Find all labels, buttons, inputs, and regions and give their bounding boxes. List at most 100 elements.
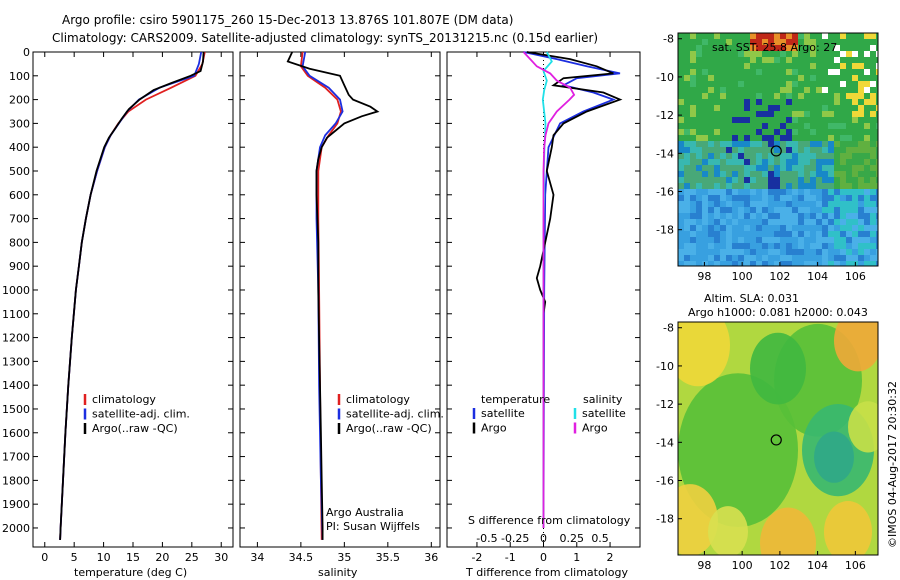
sst-cell (684, 195, 690, 201)
sst-cell (774, 165, 780, 171)
sst-cell (768, 105, 774, 111)
sst-cell (684, 51, 690, 57)
sst-cell (822, 129, 828, 135)
map-y-tick-label: -14 (656, 436, 674, 449)
sst-cell (702, 177, 708, 183)
sst-cell (780, 81, 786, 87)
sst-cell (738, 219, 744, 225)
sst-cell (720, 129, 726, 135)
sst-cell (864, 123, 870, 129)
sst-cell (720, 171, 726, 177)
sst-cell (840, 111, 846, 117)
sst-cell (690, 171, 696, 177)
sst-cell (786, 195, 792, 201)
sst-cell (708, 57, 714, 63)
legend-header-temperature: temperature (481, 393, 550, 406)
sst-cell (852, 243, 858, 249)
sst-cell (852, 183, 858, 189)
sst-cell (816, 87, 822, 93)
sst-cell (804, 201, 810, 207)
sst-cell (690, 33, 696, 39)
sst-cell (780, 93, 786, 99)
sst-cell (750, 123, 756, 129)
sst-cell (690, 195, 696, 201)
sst-cell (750, 171, 756, 177)
sst-cell (696, 63, 702, 69)
sst-cell (870, 63, 876, 69)
sst-cell (834, 135, 840, 141)
sla-blob (678, 484, 718, 555)
sst-cell (864, 87, 870, 93)
sst-cell (846, 261, 852, 266)
sst-cell (690, 111, 696, 117)
sst-cell (864, 33, 870, 39)
sst-cell (792, 183, 798, 189)
sst-cell (816, 219, 822, 225)
sst-cell (732, 129, 738, 135)
sst-cell (744, 111, 750, 117)
sst-cell (822, 255, 828, 261)
sst-cell (702, 153, 708, 159)
sst-cell (780, 33, 786, 39)
sst-cell (744, 177, 750, 183)
sst-cell (792, 105, 798, 111)
sst-cell (726, 261, 732, 266)
sst-cell (858, 183, 864, 189)
sst-cell (846, 237, 852, 243)
sst-cell (750, 183, 756, 189)
sst-cell (678, 33, 684, 39)
sst-cell (804, 93, 810, 99)
sst-cell (828, 201, 834, 207)
sst-cell (726, 123, 732, 129)
sst-cell (768, 99, 774, 105)
sst-cell (798, 123, 804, 129)
sst-cell (798, 117, 804, 123)
sst-cell (852, 207, 858, 213)
sst-cell (864, 57, 870, 63)
sst-cell (864, 261, 870, 266)
sst-cell (750, 51, 756, 57)
sst-cell (864, 129, 870, 135)
sst-cell (738, 159, 744, 165)
sst-cell (870, 123, 876, 129)
sst-cell (684, 129, 690, 135)
sst-cell (678, 159, 684, 165)
sst-cell (858, 165, 864, 171)
sst-cell (846, 189, 852, 195)
sst-cell (846, 201, 852, 207)
sst-cell (792, 171, 798, 177)
sst-cell (864, 147, 870, 153)
sst-cell (768, 69, 774, 75)
sst-cell (750, 177, 756, 183)
sst-cell (732, 57, 738, 63)
sst-cell (780, 87, 786, 93)
sst-cell (804, 87, 810, 93)
y-tick-label: 700 (9, 213, 30, 226)
sst-cell (822, 159, 828, 165)
sst-cell (810, 231, 816, 237)
sst-cell (702, 135, 708, 141)
sst-cell (684, 135, 690, 141)
sst-cell (714, 141, 720, 147)
sst-cell (810, 165, 816, 171)
sst-cell (696, 159, 702, 165)
sst-cell (768, 153, 774, 159)
sst-cell (870, 69, 876, 75)
sst-cell (726, 219, 732, 225)
sst-cell (720, 81, 726, 87)
sst-cell (714, 171, 720, 177)
sst-cell (732, 159, 738, 165)
sst-cell (834, 153, 840, 159)
sst-cell (774, 255, 780, 261)
sst-cell (792, 237, 798, 243)
sst-cell (786, 99, 792, 105)
sst-cell (756, 177, 762, 183)
sst-cell (804, 81, 810, 87)
sst-cell (816, 243, 822, 249)
sst-cell (756, 129, 762, 135)
sst-cell (750, 99, 756, 105)
sst-cell (816, 81, 822, 87)
sst-cell (678, 195, 684, 201)
sst-cell (744, 153, 750, 159)
sst-cell (852, 57, 858, 63)
